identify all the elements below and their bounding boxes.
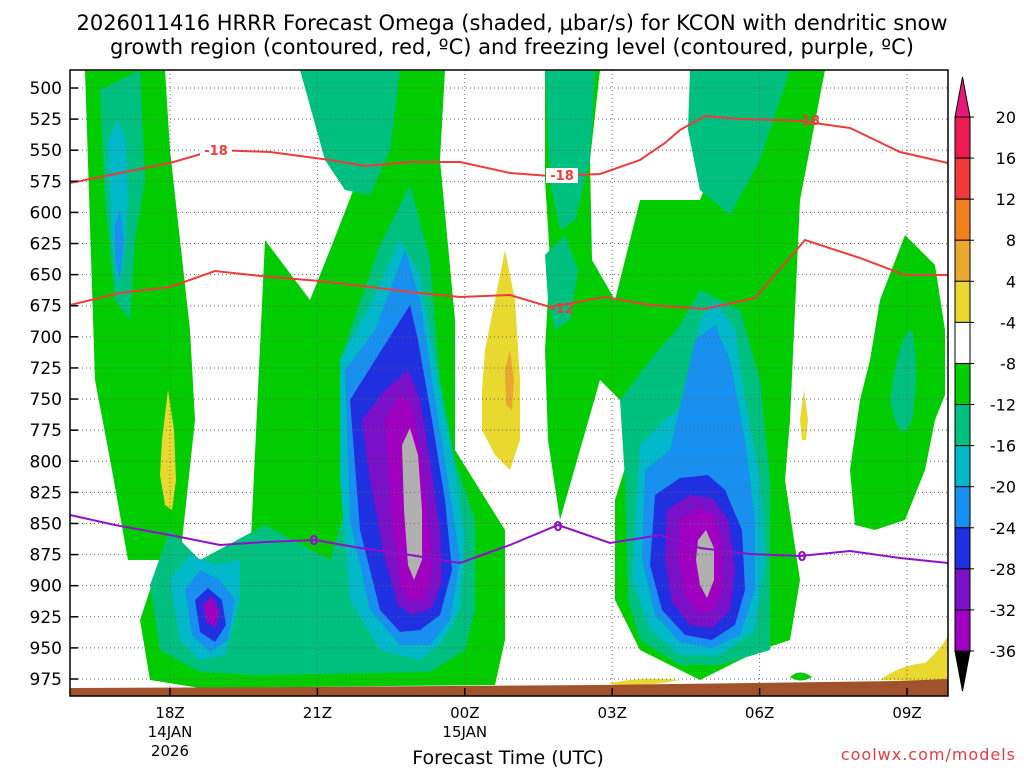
omega-shading-gray bbox=[402, 428, 714, 598]
dgz-label: -12 bbox=[550, 302, 574, 317]
colorbar-swatch bbox=[954, 609, 971, 652]
y-tick-label: 975 bbox=[30, 670, 62, 690]
x-tick-label: 14JAN bbox=[148, 723, 193, 741]
y-tick-label: 725 bbox=[30, 359, 62, 379]
colorbar-label: 16 bbox=[996, 149, 1016, 168]
colorbar-label: -24 bbox=[990, 519, 1016, 538]
y-tick-label: 950 bbox=[30, 639, 62, 659]
colorbar-top-arrow bbox=[954, 76, 971, 118]
dgz-contour-lower bbox=[70, 238, 948, 311]
colorbar-label: -4 bbox=[1000, 313, 1016, 332]
y-tick-label: 525 bbox=[30, 110, 62, 130]
y-tick-label: 900 bbox=[30, 577, 62, 597]
colorbar-swatch bbox=[954, 321, 971, 364]
x-tick-label: 15JAN bbox=[442, 723, 487, 741]
omega-shading-yellow bbox=[160, 250, 948, 686]
x-axis-label: Forecast Time (UTC) bbox=[412, 747, 603, 768]
y-tick-label: 775 bbox=[30, 421, 62, 441]
colorbar-swatch bbox=[954, 116, 971, 159]
colorbar-swatch bbox=[954, 404, 971, 447]
y-tick-label: 500 bbox=[30, 79, 62, 99]
colorbar-swatch bbox=[954, 568, 971, 611]
y-tick-label: 700 bbox=[30, 328, 62, 348]
colorbar-label: -28 bbox=[990, 560, 1016, 579]
colorbar-swatch bbox=[954, 157, 971, 200]
colorbar-label: -36 bbox=[990, 642, 1016, 661]
y-tick-label: 625 bbox=[30, 235, 62, 255]
colorbar-label: 4 bbox=[1006, 272, 1016, 291]
dgz-label: -18 bbox=[204, 144, 228, 159]
y-tick-label: 650 bbox=[30, 266, 62, 286]
colorbar-swatch bbox=[954, 280, 971, 323]
colorbar-label: 12 bbox=[996, 190, 1016, 209]
y-tick-label: 875 bbox=[30, 546, 62, 566]
colorbar-label: 8 bbox=[1006, 231, 1016, 250]
x-tick-label: 03Z bbox=[598, 704, 627, 722]
y-axis: 500 525 550 575 600 625 650 675 700 725 750 775 800 8… bbox=[30, 79, 78, 690]
colorbar-label: -12 bbox=[990, 396, 1016, 415]
y-tick-label: 825 bbox=[30, 483, 62, 503]
x-tick-label: 18Z bbox=[155, 704, 184, 722]
colorbar-label: -20 bbox=[990, 478, 1016, 497]
y-tick-label: 575 bbox=[30, 172, 62, 192]
colorbar: 20 16 12 8 4 -4 -8 -12 -16 -20 -24 -28 -32 -36 bbox=[954, 76, 1016, 692]
terrain bbox=[70, 679, 948, 696]
colorbar-bottom-arrow bbox=[954, 650, 971, 692]
freezing-label: 0 bbox=[553, 520, 562, 535]
y-tick-label: 600 bbox=[30, 203, 62, 223]
y-tick-label: 550 bbox=[30, 141, 62, 161]
freezing-label: 0 bbox=[309, 534, 318, 549]
credit-text: coolwx.com/models bbox=[841, 745, 1016, 764]
dgz-label: -18 bbox=[796, 114, 820, 129]
colorbar-label: -32 bbox=[990, 601, 1016, 620]
colorbar-swatch bbox=[954, 198, 971, 241]
colorbar-label: -16 bbox=[990, 437, 1016, 456]
colorbar-swatch bbox=[954, 239, 971, 282]
plot-area: -18 -18 -18 -12 0 0 0 bbox=[70, 70, 948, 696]
x-tick-label: 06Z bbox=[745, 704, 774, 722]
y-tick-label: 800 bbox=[30, 452, 62, 472]
x-tick-label: 09Z bbox=[892, 704, 921, 722]
freezing-level-contour bbox=[70, 514, 948, 565]
colorbar-swatch bbox=[954, 527, 971, 570]
colorbar-label: 20 bbox=[996, 108, 1016, 127]
x-tick-label: 00Z bbox=[450, 704, 479, 722]
chart-title-line2: growth region (contoured, red, ºC) and f… bbox=[110, 35, 914, 59]
colorbar-swatch bbox=[954, 445, 971, 488]
contour-labels: -18 -18 -18 -12 0 0 0 bbox=[200, 114, 820, 565]
colorbar-swatch bbox=[954, 362, 971, 406]
x-tick-label: 21Z bbox=[303, 704, 332, 722]
chart-grid bbox=[70, 70, 948, 696]
y-tick-label: 750 bbox=[30, 390, 62, 410]
plot-frame bbox=[69, 69, 949, 697]
y-tick-label: 675 bbox=[30, 297, 62, 317]
omega-shading-gold bbox=[505, 350, 514, 410]
colorbar-label: -8 bbox=[1000, 354, 1016, 373]
chart-title-line1: 2026011416 HRRR Forecast Omega (shaded, … bbox=[76, 11, 947, 35]
y-tick-label: 925 bbox=[30, 608, 62, 628]
y-tick-label: 850 bbox=[30, 514, 62, 534]
freezing-label: 0 bbox=[797, 550, 806, 565]
dgz-label: -18 bbox=[550, 169, 574, 184]
x-tick-label: 2026 bbox=[151, 742, 189, 760]
colorbar-swatch bbox=[954, 486, 971, 529]
